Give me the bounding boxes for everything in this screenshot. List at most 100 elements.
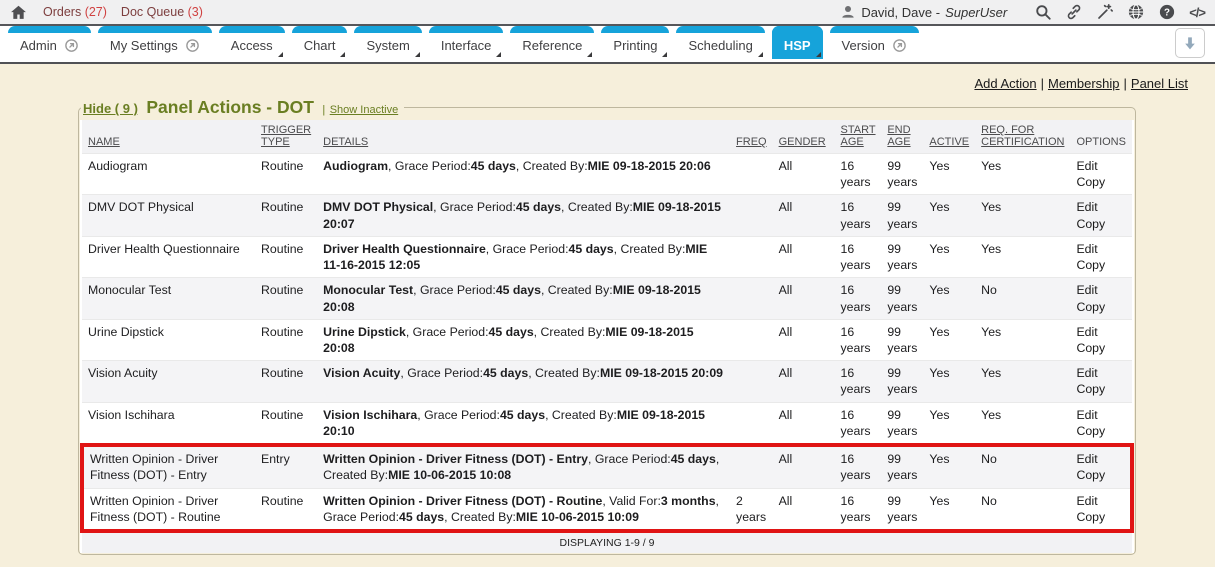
tab-interface[interactable]: Interface [428,26,504,59]
copy-link[interactable]: Copy [1076,509,1106,524]
header-row: NAME TRIGGER TYPE DETAILS FREQ GENDER START A… [82,120,1132,154]
cell-active: Yes [923,443,976,488]
cell-end-age: 99 years [881,152,924,195]
column-header-active[interactable]: ACTIVE [923,120,976,154]
home-icon[interactable] [10,4,27,21]
doc-queue-link[interactable]: Doc Queue (3) [121,5,203,19]
cell-end-age: 99 years [881,194,924,237]
column-header-label: END AGE [887,124,911,148]
column-header-start-age[interactable]: START AGE [834,120,882,154]
tab-label: Admin [20,38,57,53]
cell-trigger-type: Routine [255,487,318,533]
column-header-gender[interactable]: GENDER [772,120,835,154]
hide-panel-link[interactable]: Hide ( 9 ) [83,101,138,116]
cell-end-age: 99 years [881,443,924,488]
help-icon[interactable]: ? [1158,3,1176,21]
table-body: Audiogram Routine Audiogram, Grace Period:… [79,152,1134,533]
copy-link[interactable]: Copy [1076,258,1106,273]
column-header-trigger-type[interactable]: TRIGGER TYPE [255,120,318,154]
tab-access[interactable]: Access [218,26,285,59]
copy-link[interactable]: Copy [1076,468,1106,483]
search-icon[interactable] [1034,3,1052,21]
cell-trigger-type: Routine [255,360,318,403]
copy-link[interactable]: Copy [1076,175,1106,190]
orders-label: Orders [43,5,82,19]
cell-options: Edit Copy [1070,443,1134,488]
cell-freq [730,235,773,278]
orders-link[interactable]: Orders (27) [43,5,107,19]
table-row: Vision Ischihara Routine Vision Ischihara,… [82,401,1132,446]
edit-link[interactable]: Edit [1076,452,1098,467]
table-footer: DISPLAYING 1-9 / 9 [82,530,1132,553]
cell-name: Urine Dipstick [82,318,256,361]
edit-link[interactable]: Edit [1076,200,1098,215]
doc-queue-count: (3) [187,5,203,19]
column-header-freq[interactable]: FREQ [730,120,773,154]
edit-link[interactable]: Edit [1076,159,1098,173]
tab-system[interactable]: System [354,26,423,59]
copy-link[interactable]: Copy [1076,299,1106,314]
code-icon[interactable]: </> [1189,4,1206,20]
show-inactive-link[interactable]: Show Inactive [329,104,399,116]
tab-version[interactable]: Version [829,26,920,59]
tab-printing[interactable]: Printing [601,26,670,59]
tab-scheduling[interactable]: Scheduling [676,26,766,59]
wand-icon[interactable] [1096,3,1114,21]
cell-end-age: 99 years [881,318,924,361]
cell-req-for-certification: Yes [975,318,1071,361]
orders-count: (27) [84,5,107,19]
edit-link[interactable]: Edit [1076,407,1098,422]
cell-options: Edit Copy [1070,277,1132,320]
tab-reference[interactable]: Reference [510,26,595,59]
copy-link[interactable]: Copy [1076,382,1106,397]
membership-link[interactable]: Membership [1047,76,1120,91]
cell-freq: 2 years [730,487,773,533]
copy-link[interactable]: Copy [1076,340,1106,355]
tab-admin[interactable]: Admin [8,26,91,59]
panel-list-link[interactable]: Panel List [1130,76,1188,91]
table-row: Audiogram Routine Audiogram, Grace Period:… [82,152,1132,195]
cell-options: Edit Copy [1070,360,1132,403]
cell-start-age: 16 years [834,318,882,361]
cell-details: Audiogram, Grace Period:45 days, Created… [317,152,731,195]
add-action-link[interactable]: Add Action [974,76,1037,91]
scroll-down-button[interactable] [1175,28,1205,58]
column-header-name[interactable]: NAME [82,120,256,154]
top-bar: Orders (27) Doc Queue (3) David, Dave - … [0,0,1215,26]
cell-name: Vision Ischihara [82,401,256,446]
globe-icon[interactable] [1127,3,1145,21]
table-row: Monocular Test Routine Monocular Test, Gra… [82,277,1132,320]
copy-link[interactable]: Copy [1076,423,1106,438]
panel-action-links: Add Action | Membership | Panel List [0,76,1188,91]
cell-start-age: 16 years [834,443,882,488]
edit-link[interactable]: Edit [1076,241,1098,256]
edit-link[interactable]: Edit [1076,324,1098,339]
link-separator: | [1040,76,1044,91]
current-user[interactable]: David, Dave - SuperUser [840,4,1007,20]
copy-link[interactable]: Copy [1076,216,1106,231]
column-header-label: ACTIVE [929,136,970,148]
tab-my-settings[interactable]: My Settings [97,26,212,59]
column-header-label: GENDER [778,136,826,148]
column-header-req-for-certification[interactable]: REQ. FOR CERTIFICATION [975,120,1071,154]
external-link-icon [64,38,79,53]
cell-options: Edit Copy [1070,152,1132,195]
tab-chart[interactable]: Chart [291,26,348,59]
column-header-end-age[interactable]: END AGE [881,120,924,154]
edit-link[interactable]: Edit [1076,283,1098,298]
cell-options: Edit Copy [1070,401,1132,446]
topbar-right: David, Dave - SuperUser ? </> [840,3,1206,21]
edit-link[interactable]: Edit [1076,366,1098,381]
cell-end-age: 99 years [881,487,924,533]
cell-freq [730,194,773,237]
cell-gender: All [772,360,835,403]
tab-hsp[interactable]: HSP [771,26,823,59]
link-icon[interactable] [1065,3,1083,21]
cell-name: Written Opinion - Driver Fitness (DOT) -… [79,487,256,533]
cell-active: Yes [923,487,976,533]
edit-link[interactable]: Edit [1076,493,1098,508]
tab-label: HSP [783,38,811,53]
doc-queue-label: Doc Queue [120,5,185,19]
tab-label: Chart [303,38,336,53]
column-header-details[interactable]: DETAILS [317,120,731,154]
